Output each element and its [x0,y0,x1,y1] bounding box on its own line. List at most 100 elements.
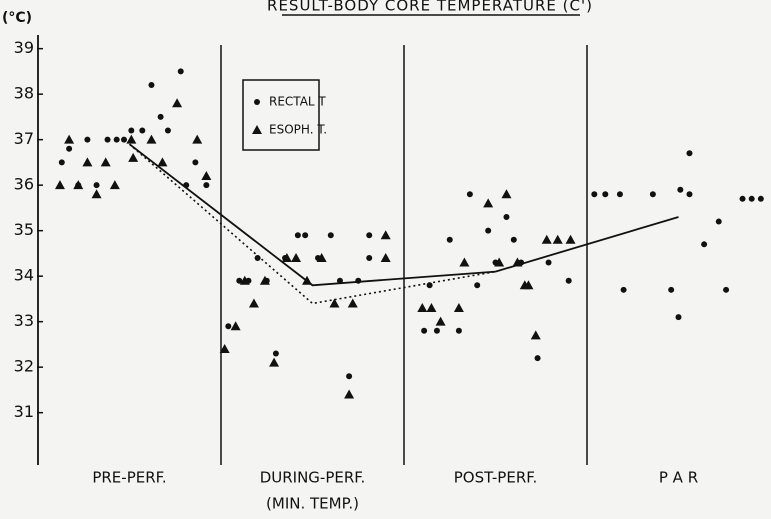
data-point [316,252,327,262]
data-point [446,236,453,243]
x-category-label: (MIN. TEMP.) [266,495,359,513]
x-category-label: POST-PERF. [454,469,538,487]
data-point [148,82,155,89]
data-point [329,298,340,308]
data-point [109,180,120,190]
data-point [128,127,135,134]
data-point [54,180,65,190]
data-point [146,134,157,144]
data-point [455,327,462,334]
data-point [530,330,541,340]
legend-label: ESOPH. T. [269,123,327,137]
data-point [126,134,137,144]
chart-title: RESULT-BODY CORE TEMPERATURE (C') [267,0,593,15]
data-point [453,303,464,313]
data-point [677,186,684,193]
data-point [344,389,355,399]
y-axis-label: (°C) [2,10,32,26]
data-point [494,257,505,267]
data-point [435,316,446,326]
data-point [225,323,232,330]
data-point [552,234,563,244]
data-point [64,134,75,144]
data-point [380,230,391,240]
data-point [545,259,552,266]
data-point [236,277,243,284]
data-point [248,298,259,308]
y-tick-label: 39 [14,38,34,57]
data-point [66,145,73,152]
data-point [433,327,440,334]
data-point [723,286,730,293]
data-point [466,191,473,198]
data-point [281,252,292,262]
y-tick-label: 38 [14,84,34,103]
data-point [302,232,309,239]
data-point [503,214,510,221]
data-point [483,198,494,208]
data-point [541,234,552,244]
data-point [668,286,675,293]
data-point [426,303,437,313]
data-point [347,298,358,308]
data-point [294,232,301,239]
data-point [139,127,146,134]
data-point [121,136,128,143]
data-point [417,303,428,313]
x-category-label: PRE-PERF. [92,469,166,487]
data-point [616,191,623,198]
data-point [701,241,708,248]
data-point [739,195,746,202]
data-point [272,350,279,357]
data-point [366,232,373,239]
y-tick-label: 37 [14,129,34,148]
data-point [380,252,391,262]
data-point [649,191,656,198]
data-point [534,355,541,362]
data-point [58,159,65,166]
data-point [177,68,184,75]
data-point [366,254,373,261]
data-point [84,136,91,143]
data-point [128,152,139,162]
legend-label: RECTAL T [269,95,326,109]
data-point [192,134,203,144]
data-point [91,189,102,199]
data-point [93,182,100,189]
data-point [715,218,722,225]
data-point [203,182,210,189]
mean-line [128,143,679,287]
data-point [565,234,576,244]
data-point [100,157,111,167]
data-point [510,236,517,243]
data-point [327,232,334,239]
data-point [675,314,682,321]
data-point [686,191,693,198]
data-point [591,191,598,198]
legend-marker [252,125,262,134]
data-point [82,157,93,167]
data-point [164,127,171,134]
legend-marker [254,99,260,105]
data-point [157,157,168,167]
data-point [201,171,212,181]
data-point [459,257,470,267]
legend-box [242,79,320,151]
mean-line [128,143,496,305]
data-point [73,180,84,190]
data-point [421,327,428,334]
y-tick-label: 31 [14,402,34,421]
data-point [346,373,353,380]
data-point [748,195,755,202]
y-tick-label: 36 [14,175,34,194]
y-tick-label: 34 [14,266,34,285]
data-point [757,195,764,202]
data-point [113,136,120,143]
data-point [230,321,241,331]
data-point [620,286,627,293]
data-point [259,275,270,285]
data-point [239,275,250,285]
data-point [291,252,302,262]
